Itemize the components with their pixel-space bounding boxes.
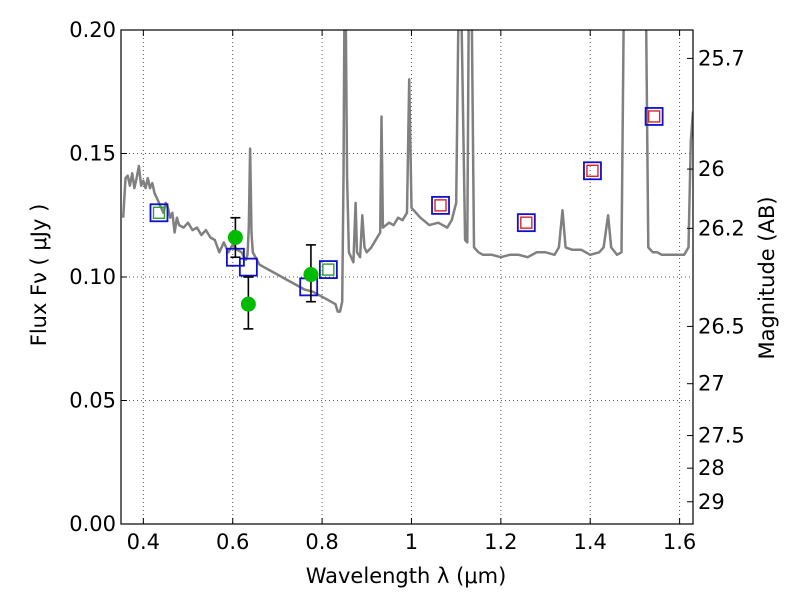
model-spectrum-line bbox=[121, 30, 693, 313]
x-tick-label: 0.6 bbox=[216, 530, 249, 554]
y-tick-label: 0.05 bbox=[69, 389, 116, 413]
photometry-square-inner-marker bbox=[434, 199, 447, 212]
x-tick-label: 1.6 bbox=[663, 530, 696, 554]
photometry-square-marker bbox=[238, 257, 258, 277]
grid-lines bbox=[121, 29, 693, 525]
right-tick-label: 26 bbox=[698, 157, 725, 181]
y-tick-label: 0.15 bbox=[69, 142, 116, 166]
photometry-square-marker bbox=[583, 161, 602, 181]
x-tick-label: 0.4 bbox=[127, 530, 160, 554]
x-axis-label: Wavelength λ (μm) bbox=[306, 564, 507, 588]
observed-point bbox=[227, 229, 243, 245]
right-tick-label: 26.2 bbox=[698, 216, 745, 240]
photometry-square-inner-marker bbox=[647, 110, 661, 123]
photometry-square-inner-marker bbox=[520, 216, 533, 229]
photometry-square-inner-marker bbox=[322, 263, 335, 276]
photometry-square-inner-marker bbox=[152, 206, 166, 219]
x-tick-label: 0.8 bbox=[305, 530, 338, 554]
observed-point bbox=[240, 296, 256, 312]
right-axis-label: Magnitude (AB) bbox=[755, 196, 779, 359]
photometry-square-marker bbox=[318, 260, 338, 279]
photometry-square-marker bbox=[431, 195, 450, 215]
right-tick-label: 25.7 bbox=[698, 46, 745, 70]
observed-photometry-series bbox=[227, 216, 319, 330]
right-tick-label: 27 bbox=[698, 372, 725, 396]
y-tick-label: 0.10 bbox=[69, 265, 116, 289]
x-tick-label: 1.4 bbox=[574, 530, 607, 554]
photometry-square-inner-marker bbox=[586, 164, 599, 177]
y-tick-label: 0.00 bbox=[69, 512, 116, 536]
plot-frame bbox=[120, 29, 694, 525]
photometry-square-marker bbox=[149, 203, 169, 223]
photometry-square-marker bbox=[644, 107, 664, 126]
axis-ticks: 0.4 0.6 0.8 1 1.2 1.4 1.6 0.00 0.05 0.10 0.15 0.20 2… bbox=[69, 18, 745, 554]
y-tick-label: 0.20 bbox=[69, 18, 116, 42]
x-tick-label: 1 bbox=[405, 530, 418, 554]
observed-point bbox=[303, 267, 319, 283]
right-tick-label: 28 bbox=[698, 456, 725, 480]
right-tick-label: 26.5 bbox=[698, 314, 745, 338]
model-spectrum-series bbox=[121, 30, 693, 313]
right-tick-label: 27.5 bbox=[698, 424, 745, 448]
x-tick-label: 1.2 bbox=[484, 530, 517, 554]
photometry-square-marker bbox=[516, 213, 536, 233]
right-tick-label: 29 bbox=[698, 490, 725, 514]
y-axis-label: Flux Fν ( μJy ) bbox=[27, 204, 51, 347]
